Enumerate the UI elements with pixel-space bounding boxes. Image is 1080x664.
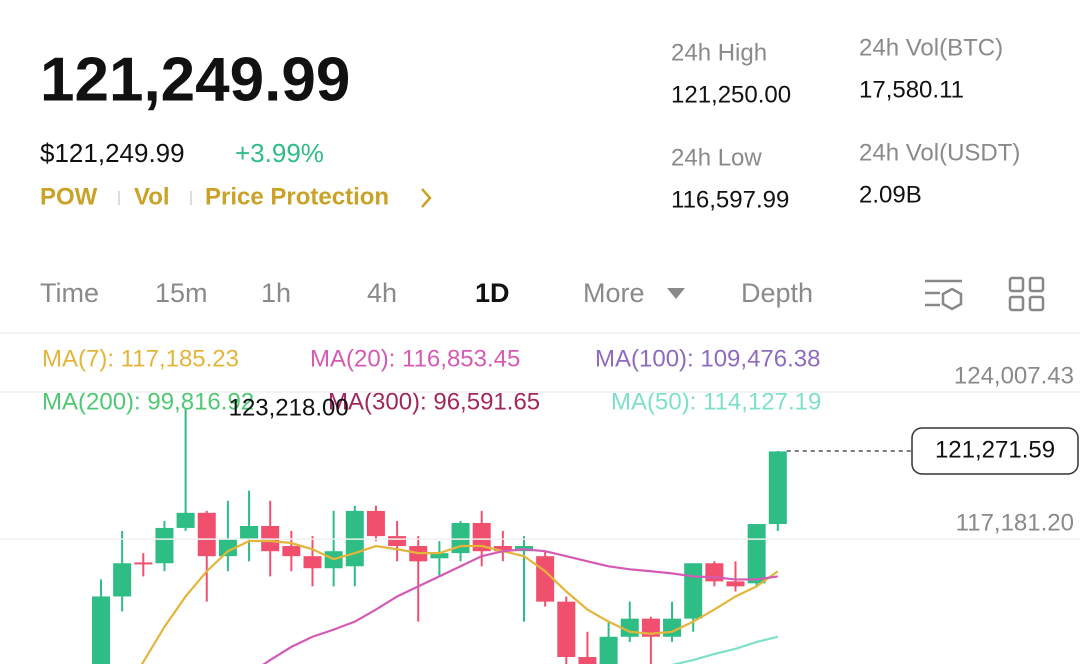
last-price-label: 121,271.59 [935,436,1055,463]
candle-body [366,510,385,537]
ma-legend: MA(300): 96,591.65 [328,388,540,415]
high-annotation: 123,218.00 [229,394,349,421]
candle-body [197,512,216,557]
change: +3.99% [235,138,324,168]
separator [190,191,192,205]
usd-price: $121,249.99 [40,138,185,168]
layout-icon[interactable] [1008,276,1045,312]
overlay: MA(7): 117,185.23 MA(20): 116,853.45 MA(10… [42,345,1079,475]
tab[interactable]: 1h [261,278,291,308]
chevron [421,188,432,208]
ma-legend: MA(200): 99,816.92 [42,388,254,415]
candle-body [768,451,787,525]
last-price-box [911,427,1079,475]
indicator-icon[interactable] [925,279,963,311]
candle-body [493,546,512,552]
tab[interactable]: 4h [367,278,397,308]
ma-line [140,539,779,664]
candle-body [155,527,174,564]
candle-body [240,525,259,540]
tab[interactable]: More [583,278,645,308]
candle-body [282,546,301,557]
separator [118,191,120,205]
tag[interactable]: POW [40,183,98,210]
candle-body [684,563,703,619]
ma-legend: MA(100): 109,476.38 [595,345,820,372]
stat-value: 116,597.99 [671,186,789,213]
ma-line [262,548,778,664]
candle-body [92,596,110,664]
tag[interactable]: Price Protection [205,183,389,210]
candle-body [134,562,153,565]
ma-legend: MA(50): 114,127.19 [611,388,821,415]
tag[interactable]: Vol [134,183,170,210]
stat-label: 24h High [671,39,767,66]
tab[interactable]: 15m [155,278,208,308]
candle-body [599,636,618,664]
candle-body [747,524,766,584]
candle-body [113,563,132,597]
stat-value: 17,580.11 [859,76,964,103]
ma-legend: MA(20): 116,853.45 [310,345,520,372]
candle-body [557,601,576,658]
stat-value: 2.09B [859,181,922,208]
stat-value: 121,250.00 [671,81,791,108]
candle-body [218,539,237,557]
stat-label: 24h Low [671,144,762,171]
candle-body [430,553,449,559]
tab[interactable]: Depth [741,278,813,308]
stat-label: 24h Vol(BTC) [859,34,1003,61]
candle-body [536,556,555,602]
candle-body [303,556,322,569]
y-tick-label: 124,007.43 [954,362,1074,389]
ma-line [671,635,779,664]
candle-body [726,581,745,587]
candle-body [388,536,407,547]
tab[interactable]: 1D [475,278,510,308]
candle-body [176,512,195,528]
tab[interactable]: Time [40,278,99,308]
dropdown-arrow [667,288,685,299]
ma-legend: MA(7): 117,185.23 [42,345,239,372]
candle-body [472,522,491,552]
plot [92,409,787,664]
candle-body [578,657,597,664]
stat-label: 24h Vol(USDT) [859,139,1020,166]
price: 121,249.99 [40,45,350,114]
y-tick-label: 117,181.20 [956,509,1074,536]
